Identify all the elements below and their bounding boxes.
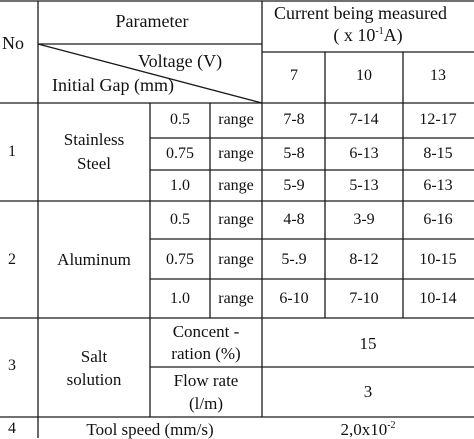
current-value: 10-14 bbox=[419, 290, 457, 307]
flow-rate-value: 3 bbox=[363, 382, 373, 401]
voltage-7: 7 bbox=[290, 67, 298, 84]
range-label: range bbox=[218, 251, 254, 268]
header-current-unit: ( x 10-1A) bbox=[333, 25, 403, 45]
current-value: 4-8 bbox=[283, 211, 305, 228]
gap-value: 0.5 bbox=[170, 211, 190, 228]
salt-label: Salt bbox=[80, 347, 108, 366]
header-no: No bbox=[2, 33, 24, 53]
header-initial-gap: Initial Gap (mm) bbox=[52, 75, 174, 95]
current-value: 6-16 bbox=[423, 211, 453, 228]
current-value: 8-12 bbox=[349, 251, 379, 268]
current-value: 12-17 bbox=[419, 111, 457, 128]
material-name: Steel bbox=[77, 154, 111, 173]
current-value: 5-9 bbox=[283, 177, 305, 194]
row-no: 2 bbox=[8, 251, 16, 268]
gap-value: 0.75 bbox=[166, 145, 194, 162]
gap-value: 1.0 bbox=[170, 290, 190, 307]
current-value: 3-9 bbox=[353, 211, 375, 228]
range-label: range bbox=[218, 111, 254, 128]
tool-speed-label: Tool speed (mm/s) bbox=[86, 420, 214, 439]
range-label: range bbox=[218, 177, 254, 194]
row-no: 4 bbox=[8, 420, 16, 437]
header-parameter: Parameter bbox=[115, 11, 189, 31]
current-value: 6-13 bbox=[349, 145, 379, 162]
current-value: 7-14 bbox=[349, 111, 379, 128]
gap-value: 0.75 bbox=[166, 251, 194, 268]
salt-label: solution bbox=[66, 370, 122, 389]
current-value: 7-10 bbox=[349, 290, 379, 307]
current-value: 10-15 bbox=[419, 251, 457, 268]
current-value: 6-13 bbox=[423, 177, 453, 194]
current-value: 8-15 bbox=[423, 145, 453, 162]
header-current-title: Current being measured bbox=[274, 3, 447, 23]
gap-value: 1.0 bbox=[170, 177, 190, 194]
concentration-label: Concent - bbox=[172, 322, 240, 341]
row-no: 3 bbox=[8, 357, 16, 374]
current-value: 5-.9 bbox=[281, 251, 307, 268]
voltage-10: 10 bbox=[356, 67, 372, 84]
range-label: range bbox=[218, 211, 254, 228]
concentration-value: 15 bbox=[359, 334, 377, 353]
tool-speed-value: 2,0x10-2 bbox=[340, 420, 396, 439]
flow-rate-label: Flow rate bbox=[173, 371, 239, 390]
material-name: Stainless bbox=[63, 130, 125, 149]
gap-value: 0.5 bbox=[170, 111, 190, 128]
flow-rate-label: (l/m) bbox=[189, 394, 223, 413]
range-label: range bbox=[218, 145, 254, 162]
current-value: 7-8 bbox=[283, 111, 305, 128]
header-voltage: Voltage (V) bbox=[138, 51, 223, 71]
material-name: Aluminum bbox=[57, 250, 131, 269]
concentration-label: ration (%) bbox=[171, 344, 241, 363]
row-no: 1 bbox=[8, 143, 16, 160]
voltage-13: 13 bbox=[430, 67, 446, 84]
current-value: 6-10 bbox=[279, 290, 309, 307]
current-value: 5-13 bbox=[349, 177, 379, 194]
range-label: range bbox=[218, 290, 254, 307]
current-value: 5-8 bbox=[283, 145, 305, 162]
